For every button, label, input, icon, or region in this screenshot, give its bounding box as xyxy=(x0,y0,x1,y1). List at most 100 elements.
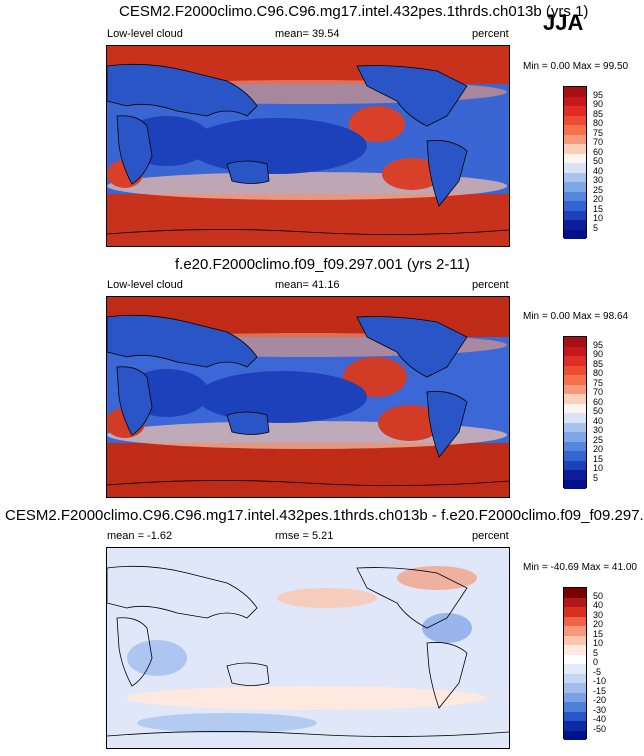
colorbar-tick-label: -30 xyxy=(593,704,607,715)
panel3-coast-antarctica xyxy=(107,731,509,737)
panel2-coast-africa xyxy=(116,366,153,436)
panel2-coast-south-america xyxy=(426,391,468,458)
panel1-map xyxy=(106,45,510,247)
panel3-coast-africa xyxy=(116,617,153,687)
colorbar-tick-label: 20 xyxy=(593,619,604,629)
colorbar-swatch xyxy=(564,210,586,220)
panel3-colorbar-swatches xyxy=(563,587,587,740)
colorbar-tick-label: 30 xyxy=(593,425,604,435)
panel2-coast-eurasia xyxy=(107,314,258,368)
panel1-minmax: Min = 0.00 Max = 99.50 xyxy=(523,61,629,72)
colorbar-swatch xyxy=(564,201,586,211)
panel3-positive-patch-arctic xyxy=(397,566,477,590)
panel1-colorbar-swatches xyxy=(563,86,587,239)
panel3-title: CESM2.F2000climo.C96.C96.mg17.intel.432p… xyxy=(5,507,644,524)
panel3-rmse-label: rmse = 5.21 xyxy=(275,530,334,542)
colorbar-tick-label: -40 xyxy=(593,714,607,724)
colorbar-tick-label: 10 xyxy=(593,638,604,648)
colorbar-swatch xyxy=(564,432,586,442)
panel1-south-band xyxy=(107,194,509,246)
colorbar-swatch xyxy=(564,460,586,470)
colorbar-swatch xyxy=(564,87,586,97)
season-label: JJA xyxy=(543,10,584,35)
panel3-coast-south-america xyxy=(426,642,468,709)
colorbar-swatch xyxy=(564,134,586,144)
panel1-coast-australia xyxy=(226,160,270,184)
colorbar-tick-label: 30 xyxy=(593,609,604,620)
panel1-units-label: percent xyxy=(472,28,509,40)
panel2-se-pacific-stratus xyxy=(378,405,442,441)
panel1-map-svg xyxy=(107,46,509,246)
colorbar-swatch xyxy=(564,384,586,394)
colorbar-swatch xyxy=(564,702,586,712)
colorbar-swatch xyxy=(564,220,586,230)
colorbar-tick-label: -20 xyxy=(593,695,607,705)
panel3-minmax: Min = -40.69 Max = 41.00 xyxy=(523,562,637,573)
panel1-coast-africa xyxy=(116,115,153,185)
colorbar-tick-label: 90 xyxy=(593,349,604,359)
panel3-map-svg xyxy=(107,548,509,748)
panel2-mean-label: mean= 41.16 xyxy=(275,279,340,291)
panel1-coast-eurasia xyxy=(107,63,258,117)
colorbar-swatch xyxy=(564,588,586,598)
colorbar-swatch xyxy=(564,730,586,740)
colorbar-swatch xyxy=(564,394,586,404)
panel1-coast-north-america xyxy=(356,65,468,127)
colorbar-swatch xyxy=(564,163,586,173)
colorbar-tick-label: 40 xyxy=(593,165,604,176)
colorbar-tick-label: -50 xyxy=(593,723,607,734)
panel3-coast-north-america xyxy=(356,567,468,629)
colorbar-tick-label: 0 xyxy=(593,657,599,667)
panel3-negative-patch-indian xyxy=(127,640,187,676)
colorbar-swatch xyxy=(564,413,586,423)
colorbar-swatch xyxy=(564,182,586,192)
colorbar-swatch xyxy=(564,346,586,356)
colorbar-swatch xyxy=(564,479,586,489)
colorbar-tick-label: 80 xyxy=(593,368,604,378)
colorbar-tick-label: -15 xyxy=(593,685,607,696)
colorbar-tick-label: 50 xyxy=(593,156,604,166)
colorbar-swatch xyxy=(564,664,586,674)
panel2-pacific-clear xyxy=(197,371,367,423)
panel2-coast-australia xyxy=(226,411,270,435)
colorbar-swatch xyxy=(564,711,586,721)
panel3-coast-australia xyxy=(226,662,270,686)
colorbar-tick-label: 20 xyxy=(593,194,604,204)
colorbar-swatch xyxy=(564,451,586,461)
colorbar-swatch xyxy=(564,153,586,163)
colorbar-swatch xyxy=(564,403,586,413)
colorbar-tick-label: 75 xyxy=(593,377,604,388)
panel3-map xyxy=(106,547,510,749)
colorbar-tick-label: 25 xyxy=(593,184,604,195)
panel3-positive-patch-npac xyxy=(277,588,377,608)
colorbar-swatch xyxy=(564,375,586,385)
colorbar-tick-label: 40 xyxy=(593,600,604,610)
colorbar-swatch xyxy=(564,422,586,432)
colorbar-swatch xyxy=(564,356,586,366)
colorbar-swatch xyxy=(564,654,586,664)
colorbar-swatch xyxy=(564,645,586,655)
panel3-mean-label: mean = -1.62 xyxy=(107,530,173,542)
colorbar-tick-label: 95 xyxy=(593,339,604,350)
colorbar-swatch xyxy=(564,337,586,347)
colorbar-tick-label: 15 xyxy=(593,203,604,214)
panel2-south-band xyxy=(107,443,509,497)
panel2-coast-north-america xyxy=(356,316,468,378)
colorbar-tick-label: 10 xyxy=(593,213,604,223)
panel1-coast-antarctica xyxy=(107,229,509,235)
panel1-ne-pacific-stratus xyxy=(349,106,405,142)
panel1-title: CESM2.F2000climo.C96.C96.mg17.intel.432p… xyxy=(119,3,589,20)
colorbar-swatch xyxy=(564,96,586,106)
colorbar-tick-label: 70 xyxy=(593,137,604,147)
colorbar-tick-label: 10 xyxy=(593,463,604,473)
panel2-units-label: percent xyxy=(472,279,509,291)
colorbar-swatch xyxy=(564,115,586,125)
colorbar-swatch xyxy=(564,721,586,731)
panel1-coast-south-america xyxy=(426,140,468,207)
colorbar-swatch xyxy=(564,626,586,636)
colorbar-swatch xyxy=(564,692,586,702)
panel1-se-pacific-stratus xyxy=(382,158,442,190)
colorbar-tick-label: 15 xyxy=(593,628,604,639)
panel2-title: f.e20.F2000climo.f09_f09.297.001 (yrs 2-… xyxy=(175,256,470,273)
colorbar-tick-label: 30 xyxy=(593,175,604,185)
